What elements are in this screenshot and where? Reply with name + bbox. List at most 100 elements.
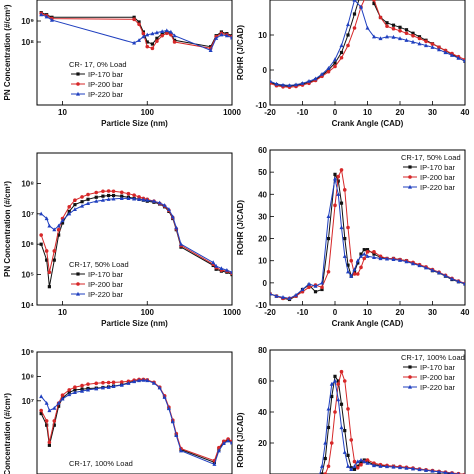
y-tick-label: 10⁷ [22,210,34,219]
data-point-ip200 [405,31,409,35]
data-point-ip170 [363,248,366,251]
data-point-ip170 [327,237,330,240]
data-point-ip200 [336,382,340,386]
data-point-ip200 [155,39,159,43]
plot-frame [270,0,465,105]
y-tick-label: 10⁷ [22,397,34,406]
data-point-ip200 [343,379,347,383]
data-point-ip170 [53,258,56,261]
data-point-ip200 [173,40,177,44]
data-point-ip200 [94,382,98,386]
data-point-ip200 [411,34,415,38]
data-point-ip220 [343,450,347,454]
data-point-ip170 [353,12,356,15]
legend-entry: IP-200 bar [88,280,124,289]
data-point-ip200 [94,191,98,195]
series-line-ip170 [41,196,232,287]
data-point-ip200 [362,257,366,261]
data-point-ip200 [48,440,52,444]
data-point-ip170 [101,195,104,198]
legend-marker [76,82,80,86]
y-tick-label: 10 [258,257,267,266]
y-tick-label: 0 [263,279,268,288]
data-point-ip170 [48,444,51,447]
data-point-ip200 [343,188,347,192]
data-point-ip170 [405,28,408,31]
data-point-ip200 [366,250,370,254]
data-point-ip170 [392,24,395,27]
legend-entry: IP-170 bar [420,163,456,172]
data-point-ip200 [379,16,383,20]
data-point-ip200 [112,381,116,385]
data-point-ip200 [39,409,43,413]
data-point-ip200 [45,419,49,423]
legend-marker [408,365,411,368]
y-tick-label: 10⁶ [21,240,34,249]
data-point-ip170 [327,426,330,429]
x-tick-label: -10 [297,308,309,317]
x-tick-label: -10 [297,108,309,117]
data-point-ip200 [145,45,149,49]
x-tick-label: 10 [58,108,67,117]
y-axis-label: PN Concentration (#/cm³) [3,4,12,100]
data-point-ip200 [346,44,350,48]
data-point-ip200 [127,192,131,196]
x-tick-label: 20 [396,308,405,317]
y-axis-label: PN Concentration (#/cm³) [3,181,12,277]
data-point-ip200 [80,195,84,199]
y-tick-label: 10⁹ [21,17,34,26]
data-point-ip170 [151,42,154,45]
data-point-ip220 [359,458,363,462]
data-point-ip170 [346,33,349,36]
series-line-ip220 [270,0,465,85]
data-point-ip200 [67,388,71,392]
x-tick-label: 10 [58,308,67,317]
y-tick-label: 10 [258,31,267,40]
legend-marker [76,282,80,286]
data-point-ip220 [333,379,337,383]
data-point-ip220 [327,214,331,218]
x-tick-label: 30 [428,308,437,317]
data-point-ip220 [165,28,169,32]
chart-pn-50: 10 100 100010⁸10⁷10⁶10⁵10⁴Particle Size (n… [3,153,241,328]
data-point-ip220 [346,22,350,26]
y-tick-label: 10⁸ [21,38,34,47]
y-tick-label: 10⁵ [21,271,34,280]
data-point-ip200 [73,198,77,202]
chart-rohr-100: 20406080ROHR (J/CAD)CR-17, 100% LoadIP-1… [236,346,467,474]
legend-marker [408,175,412,179]
data-point-ip200 [48,270,52,274]
x-tick-label: 100 [141,108,155,117]
y-tick-label: 30 [258,212,267,221]
legend-marker [408,375,412,379]
data-point-ip200 [353,26,357,30]
data-point-ip200 [392,27,396,31]
data-point-ip200 [327,70,331,74]
data-point-ip200 [346,226,350,230]
data-point-ip200 [353,460,357,464]
y-tick-label: 20 [258,235,267,244]
data-point-ip200 [333,410,337,414]
y-axis-label: ROHR (J/CAD) [236,25,245,80]
data-point-ip200 [340,168,344,172]
data-point-ip200 [67,205,71,209]
y-tick-label: 40 [258,408,267,417]
data-point-ip170 [86,198,89,201]
data-point-ip200 [327,270,331,274]
data-point-ip170 [353,468,356,471]
chart-pn-0: 10 100 100010⁹10⁸Particle Size (nm)PN Conc… [3,0,241,128]
data-point-ip170 [80,200,83,203]
data-point-ip170 [340,202,343,205]
data-point-ip170 [314,290,317,293]
x-tick-label: 40 [461,308,470,317]
data-point-ip200 [418,37,422,41]
data-point-ip200 [80,384,84,388]
data-point-ip170 [112,194,115,197]
chart-rohr-50: -20 -10 0 10 20 30 40-100102030405060Crank Ang… [236,146,470,328]
data-point-ip200 [52,419,56,423]
data-point-ip170 [385,21,388,24]
x-tick-label: 100 [141,308,155,317]
legend-entry: IP-220 bar [88,90,124,99]
x-axis-label: Crank Angle (CAD) [332,319,404,328]
